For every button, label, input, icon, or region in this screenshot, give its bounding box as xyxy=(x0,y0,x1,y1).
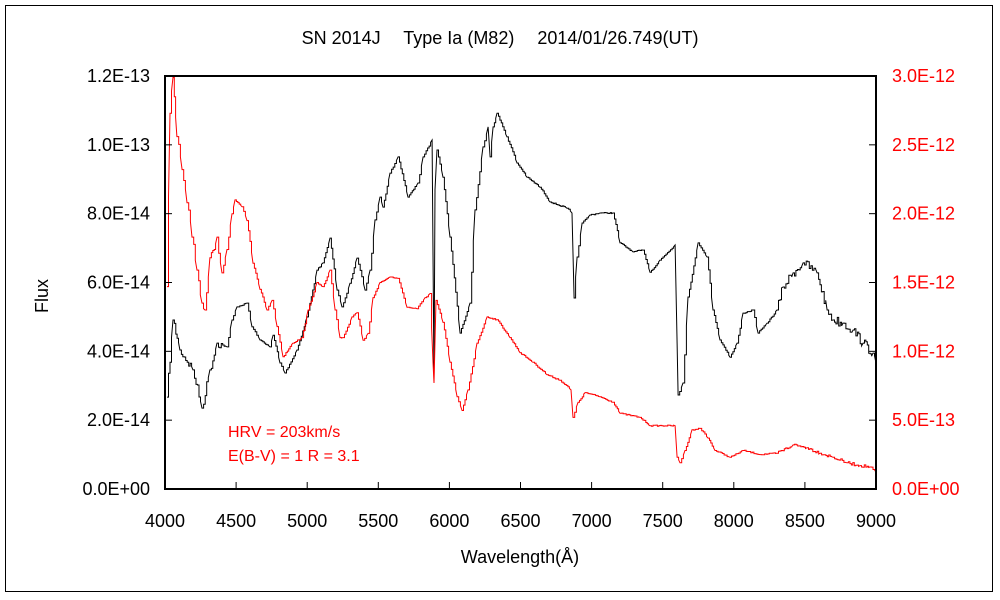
x-tick-label: 6000 xyxy=(429,511,469,531)
annotation-extinction: E(B-V) = 1 R = 3.1 xyxy=(228,448,360,465)
y-left-tick-label: 8.0E-14 xyxy=(87,204,150,224)
x-tick-label: 8500 xyxy=(785,511,825,531)
series-layer xyxy=(167,76,877,473)
chart-title: SN 2014J Type Ia (M82) 2014/01/26.749(UT… xyxy=(302,28,699,48)
annotation-hrv: HRV = 203km/s xyxy=(228,424,340,441)
y-right-tick-label: 5.0E-13 xyxy=(892,410,955,430)
plot-frame xyxy=(164,75,877,490)
y-left-tick-label: 1.2E-13 xyxy=(87,66,150,86)
x-tick-label: 5000 xyxy=(287,511,327,531)
y-right-tick-label: 2.0E-12 xyxy=(892,204,955,224)
x-tick-label: 4500 xyxy=(216,511,256,531)
y-right-tick-label: 1.0E-12 xyxy=(892,341,955,361)
ticks-layer: 4000 4500 5000 5500 6000 6500 7000 7500 8000 8500… xyxy=(82,66,959,531)
x-tick-label: 7500 xyxy=(643,511,683,531)
x-tick-label: 6500 xyxy=(500,511,540,531)
x-tick-label: 8000 xyxy=(714,511,754,531)
x-tick-label: 5500 xyxy=(358,511,398,531)
y-left-tick-label: 0.0E+00 xyxy=(82,479,150,499)
outer-border xyxy=(5,5,993,592)
y-right-tick-label: 1.5E-12 xyxy=(892,273,955,293)
x-tick-label: 4000 xyxy=(145,511,185,531)
x-tick-label: 9000 xyxy=(856,511,896,531)
y-left-tick-label: 2.0E-14 xyxy=(87,410,150,430)
y-right-tick-label: 0.0E+00 xyxy=(892,479,960,499)
observed-spectrum-line xyxy=(167,112,877,409)
y-left-tick-label: 1.0E-13 xyxy=(87,135,150,155)
dereddened-spectrum-line xyxy=(167,76,877,473)
y-left-tick-label: 4.0E-14 xyxy=(87,341,150,361)
y-axis-title: Flux xyxy=(32,279,52,313)
x-axis-title: Wavelength(Å) xyxy=(461,547,579,567)
y-right-tick-label: 3.0E-12 xyxy=(892,66,955,86)
y-right-tick-label: 2.5E-12 xyxy=(892,135,955,155)
y-left-tick-label: 6.0E-14 xyxy=(87,273,150,293)
x-tick-label: 7000 xyxy=(572,511,612,531)
